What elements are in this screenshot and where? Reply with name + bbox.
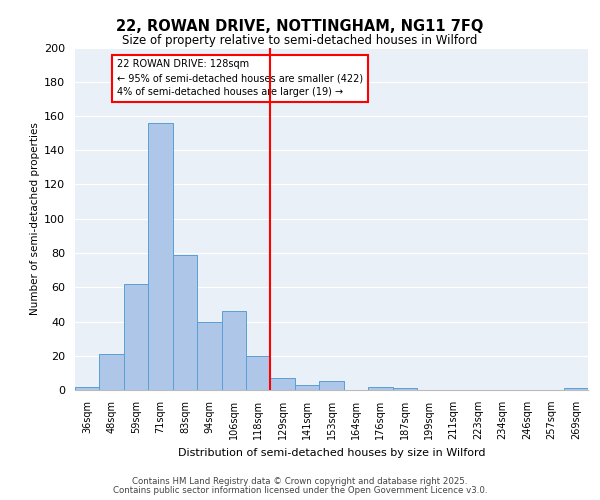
X-axis label: Distribution of semi-detached houses by size in Wilford: Distribution of semi-detached houses by … [178,448,485,458]
Bar [124,284,148,390]
Bar [148,123,173,390]
Y-axis label: Number of semi-detached properties: Number of semi-detached properties [30,122,40,315]
Bar [100,354,124,390]
Bar [563,388,588,390]
Bar [271,378,295,390]
Bar [295,385,319,390]
Text: Size of property relative to semi-detached houses in Wilford: Size of property relative to semi-detach… [122,34,478,47]
Text: 22 ROWAN DRIVE: 128sqm
← 95% of semi-detached houses are smaller (422)
4% of sem: 22 ROWAN DRIVE: 128sqm ← 95% of semi-det… [116,60,362,98]
Bar [197,322,221,390]
Bar [392,388,417,390]
Text: 22, ROWAN DRIVE, NOTTINGHAM, NG11 7FQ: 22, ROWAN DRIVE, NOTTINGHAM, NG11 7FQ [116,19,484,34]
Bar [221,311,246,390]
Text: Contains public sector information licensed under the Open Government Licence v3: Contains public sector information licen… [113,486,487,495]
Bar [368,386,392,390]
Bar [75,386,100,390]
Bar [173,254,197,390]
Bar [319,382,344,390]
Text: Contains HM Land Registry data © Crown copyright and database right 2025.: Contains HM Land Registry data © Crown c… [132,477,468,486]
Bar [246,356,271,390]
